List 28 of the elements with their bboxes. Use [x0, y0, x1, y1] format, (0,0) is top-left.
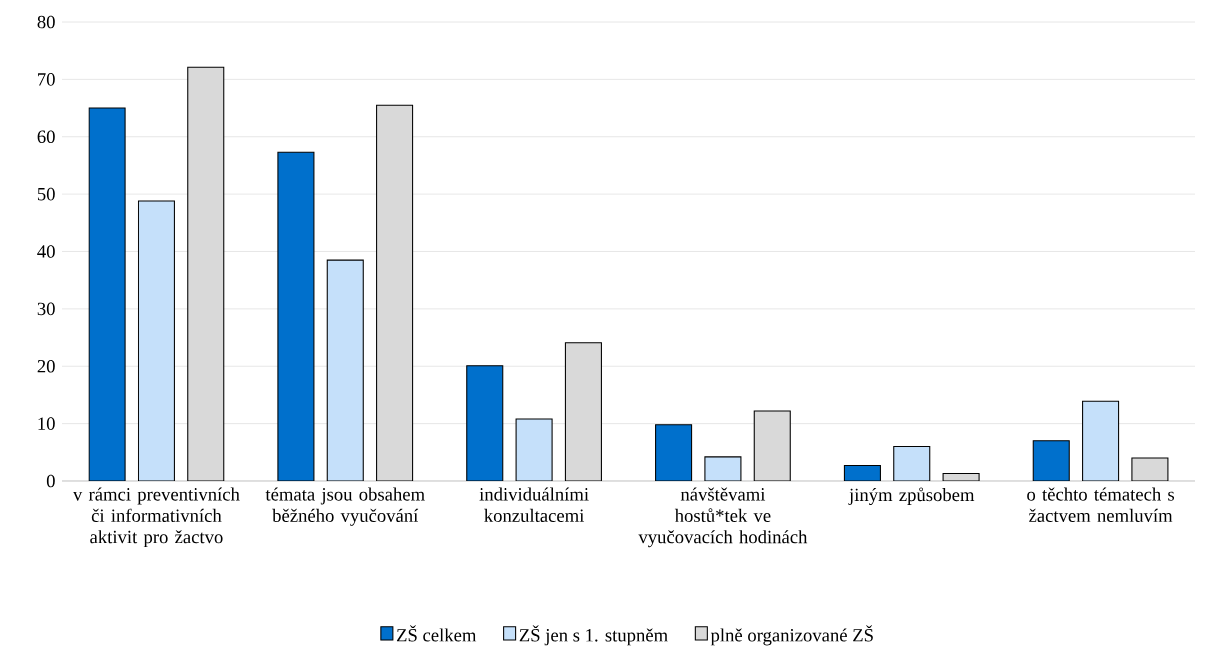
bar: [88, 107, 126, 481]
y-tick-label: 60: [37, 130, 55, 144]
bar: [137, 200, 175, 481]
y-tick-label: 0: [46, 474, 55, 488]
x-tick-label: jiným způsobem: [848, 487, 975, 506]
x-tick-label: návštěvami hostů*tek ve vyučovacích hodinách: [638, 487, 808, 548]
bar: [326, 259, 364, 481]
x-tick-label: v rámci preventivních či informativních aktivit pro žactvo: [72, 487, 240, 548]
bar: [655, 424, 693, 481]
y-tick-label: 40: [37, 245, 55, 258]
x-tick-label: témata jsou obsahem běžného vyučování: [265, 487, 425, 526]
y-tick-label: 80: [37, 15, 55, 29]
y-tick-label: 20: [37, 359, 55, 373]
x-tick-label: individuálními konzultacemi: [479, 487, 589, 522]
bar: [893, 446, 931, 481]
x-tick-label: o těchto tématech s žactvem nemluvím: [1027, 487, 1175, 522]
bar: [1032, 440, 1070, 481]
bar: [466, 365, 504, 481]
y-tick-label: 70: [38, 73, 55, 86]
legend-label: plně organizované ZŠ: [710, 625, 873, 646]
y-tick-label: 10: [38, 417, 55, 430]
y-tick-label: 30: [37, 302, 55, 316]
bar: [515, 418, 553, 481]
legend-label: ZŠ celkem: [396, 625, 477, 642]
y-tick-label: 50: [37, 187, 55, 201]
legend-label: ZŠ jen s 1. stupněm: [519, 625, 668, 646]
bar: [1082, 400, 1120, 481]
bar: [277, 151, 315, 481]
